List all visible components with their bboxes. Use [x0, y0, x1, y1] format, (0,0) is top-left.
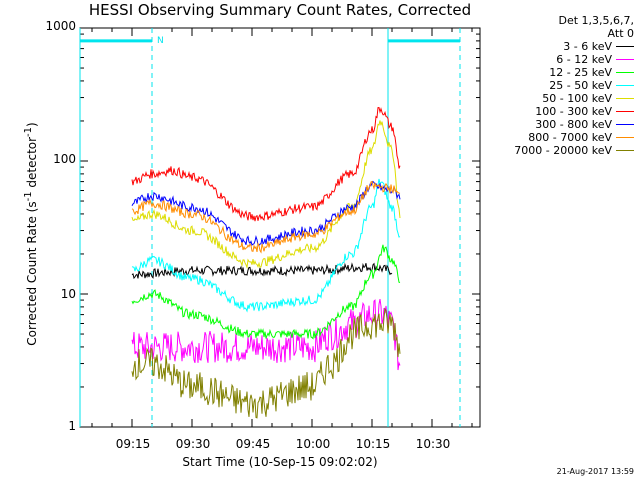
legend-text: 7000 - 20000 keV [514, 144, 612, 157]
legend-swatch [616, 111, 634, 112]
x-tick-label-1030: 10:30 [415, 437, 451, 451]
series-line-4 [131, 120, 401, 270]
y-tick-label-10: 10 [60, 287, 76, 301]
legend-entry-300-800: 300 - 800 keV [514, 118, 634, 131]
series-line-7 [131, 180, 401, 254]
legend-entry-50-100: 50 - 100 keV [514, 92, 634, 105]
legend-entry-100-300: 100 - 300 keV [514, 105, 634, 118]
x-tick-label-1015: 10:15 [355, 437, 391, 451]
x-tick-label-1000: 10:00 [295, 437, 331, 451]
legend-entry-12-25: 12 - 25 keV [514, 66, 634, 79]
y-label-text-1: Corrected Count Rate (s [25, 201, 39, 346]
legend-header-attenuator: Att 0 [607, 27, 634, 40]
legend-swatch [616, 85, 634, 86]
legend-swatch [616, 46, 634, 47]
x-tick-label-0915: 09:15 [115, 437, 151, 451]
legend-header-detectors: Det 1,3,5,6,7, [558, 14, 634, 27]
chart-title: HESSI Observing Summary Count Rates, Cor… [88, 1, 472, 19]
y-label-sup-2: -1 [23, 126, 34, 137]
legend-entry-6-12: 6 - 12 keV [514, 53, 634, 66]
legend-swatch [616, 150, 634, 151]
x-tick-label-0945: 09:45 [235, 437, 271, 451]
series-line-5 [131, 106, 401, 222]
x-axis-label: Start Time (10-Sep-15 09:02:02) [182, 455, 378, 469]
series-line-0 [131, 262, 393, 280]
legend-entry-25-50: 25 - 50 keV [514, 79, 634, 92]
series-line-3 [131, 178, 401, 313]
legend-text: 300 - 800 keV [535, 118, 612, 131]
series-line-8 [131, 307, 401, 419]
legend-swatch [616, 98, 634, 99]
legend-entry-7000-20000: 7000 - 20000 keV [514, 144, 634, 157]
legend-text: 800 - 7000 keV [528, 131, 612, 144]
timestamp: 21-Aug-2017 13:59 [556, 467, 634, 476]
legend-text: 25 - 50 keV [549, 79, 612, 92]
legend: Det 1,3,5,6,7, Att 0 3 - 6 keV 6 - 12 ke… [514, 14, 634, 157]
y-tick-label-1000: 1000 [45, 19, 76, 33]
y-tick-label-1: 1 [68, 419, 76, 433]
n-bar-label: N [157, 36, 164, 46]
legend-text: 100 - 300 keV [535, 105, 612, 118]
x-tick-label-0930: 09:30 [175, 437, 211, 451]
y-tick-label-100: 100 [53, 152, 76, 166]
legend-swatch [616, 72, 634, 73]
series-line-1 [131, 299, 401, 371]
legend-entry-3-6: 3 - 6 keV [514, 40, 634, 53]
legend-entry-800-7000: 800 - 7000 keV [514, 131, 634, 144]
legend-swatch [616, 59, 634, 60]
legend-text: 6 - 12 keV [556, 53, 612, 66]
legend-text: 12 - 25 keV [549, 66, 612, 79]
series-line-2 [131, 244, 401, 340]
legend-text: 50 - 100 keV [542, 92, 612, 105]
y-label-text-3: ) [25, 122, 39, 127]
legend-swatch [616, 124, 634, 125]
legend-swatch [616, 137, 634, 138]
y-label-sup-1: -1 [23, 191, 34, 202]
series-line-6 [131, 180, 401, 247]
legend-text: 3 - 6 keV [563, 40, 612, 53]
